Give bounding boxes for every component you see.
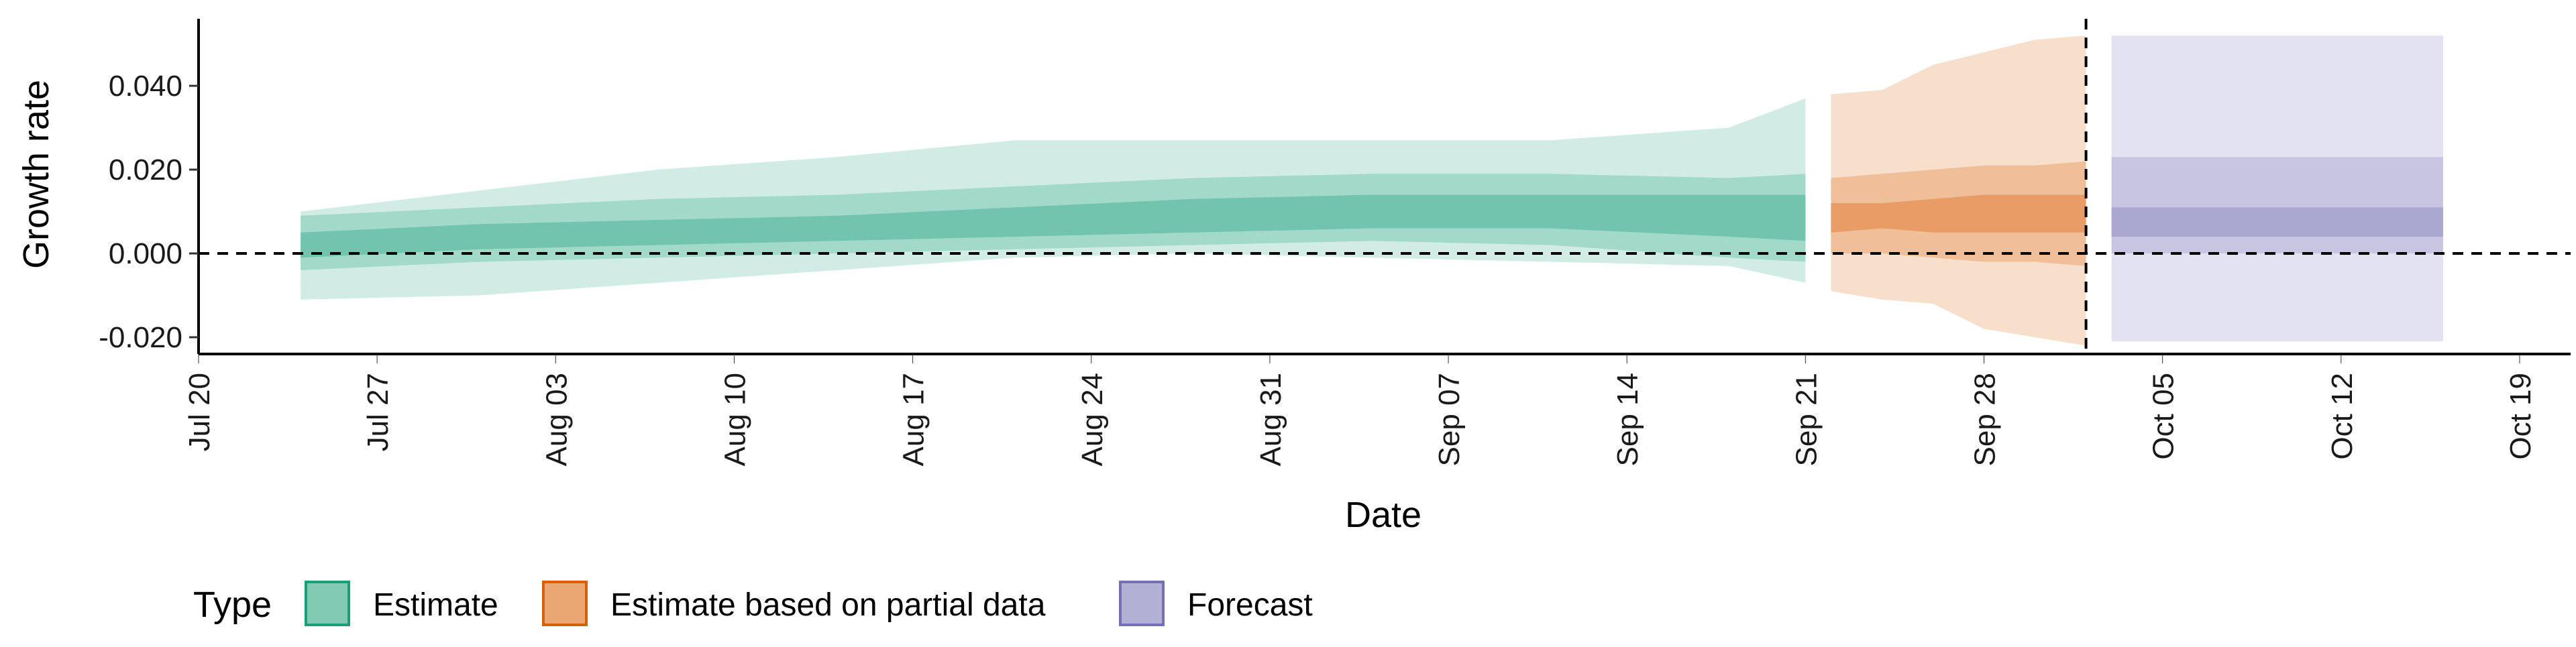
legend-item-forecast: Forecast: [1119, 581, 1313, 626]
ribbon-middle: [1831, 161, 2086, 266]
x-tick-label: Sep 14: [1611, 373, 1644, 466]
x-tick-label: Oct 19: [2504, 373, 2537, 460]
axes-layer: Jul 20 Jul 27 Aug 03 Aug 10 Aug 17 Aug 24 Aug …: [99, 19, 2571, 466]
ribbon-outer: [1831, 36, 2086, 346]
ribbon-inner: [301, 194, 1806, 258]
legend-title: Type: [193, 585, 272, 625]
y-axis-title: Growth rate: [16, 80, 56, 269]
x-tick-label: Oct 05: [2147, 373, 2180, 460]
y-tick-label: 0.040: [109, 70, 182, 103]
x-tick-label: Jul 20: [183, 373, 216, 451]
x-tick-label: Sep 28: [1969, 373, 2002, 466]
legend-label: Estimate based on partial data: [610, 587, 1046, 623]
ribbon-middle: [2111, 157, 2443, 253]
y-tick-label: 0.020: [109, 154, 182, 186]
y-tick-label: -0.020: [99, 321, 182, 354]
series-estimate-based-on-partial-data: [1831, 36, 2086, 346]
x-tick-label: Jul 27: [362, 373, 394, 451]
x-tick-label: Aug 31: [1254, 373, 1287, 466]
legend-label: Forecast: [1187, 587, 1313, 623]
x-tick-label: Sep 07: [1433, 373, 1466, 466]
ribbon-outer: [2111, 36, 2443, 342]
x-tick-label: Aug 24: [1076, 373, 1109, 466]
legend-swatch: [305, 581, 350, 626]
series-estimate: [301, 98, 1806, 300]
ribbon-middle: [301, 174, 1806, 270]
x-tick-label: Aug 17: [898, 373, 930, 466]
ribbon-layer: [301, 36, 2443, 346]
x-tick-label: Sep 21: [1790, 373, 1823, 466]
legend: Type Estimate Estimate based on partial d…: [193, 581, 1313, 626]
legend-swatch: [542, 581, 588, 626]
legend-item-estimate: Estimate: [305, 581, 498, 626]
ribbon-inner: [2111, 207, 2443, 237]
ribbon-outer: [301, 98, 1806, 300]
y-tick-label: 0.000: [109, 237, 182, 270]
legend-label: Estimate: [373, 587, 498, 623]
ribbon-inner: [1831, 194, 2086, 233]
x-tick-label: Aug 10: [718, 373, 751, 466]
legend-item-estimate-based-on-partial-data: Estimate based on partial data: [542, 581, 1046, 626]
reference-line-layer: [199, 19, 2571, 354]
x-tick-label: Oct 12: [2326, 373, 2359, 460]
series-forecast: [2111, 36, 2443, 342]
x-axis-title: Date: [1345, 495, 1421, 535]
legend-swatch: [1119, 581, 1165, 626]
x-tick-label: Aug 03: [540, 373, 573, 466]
